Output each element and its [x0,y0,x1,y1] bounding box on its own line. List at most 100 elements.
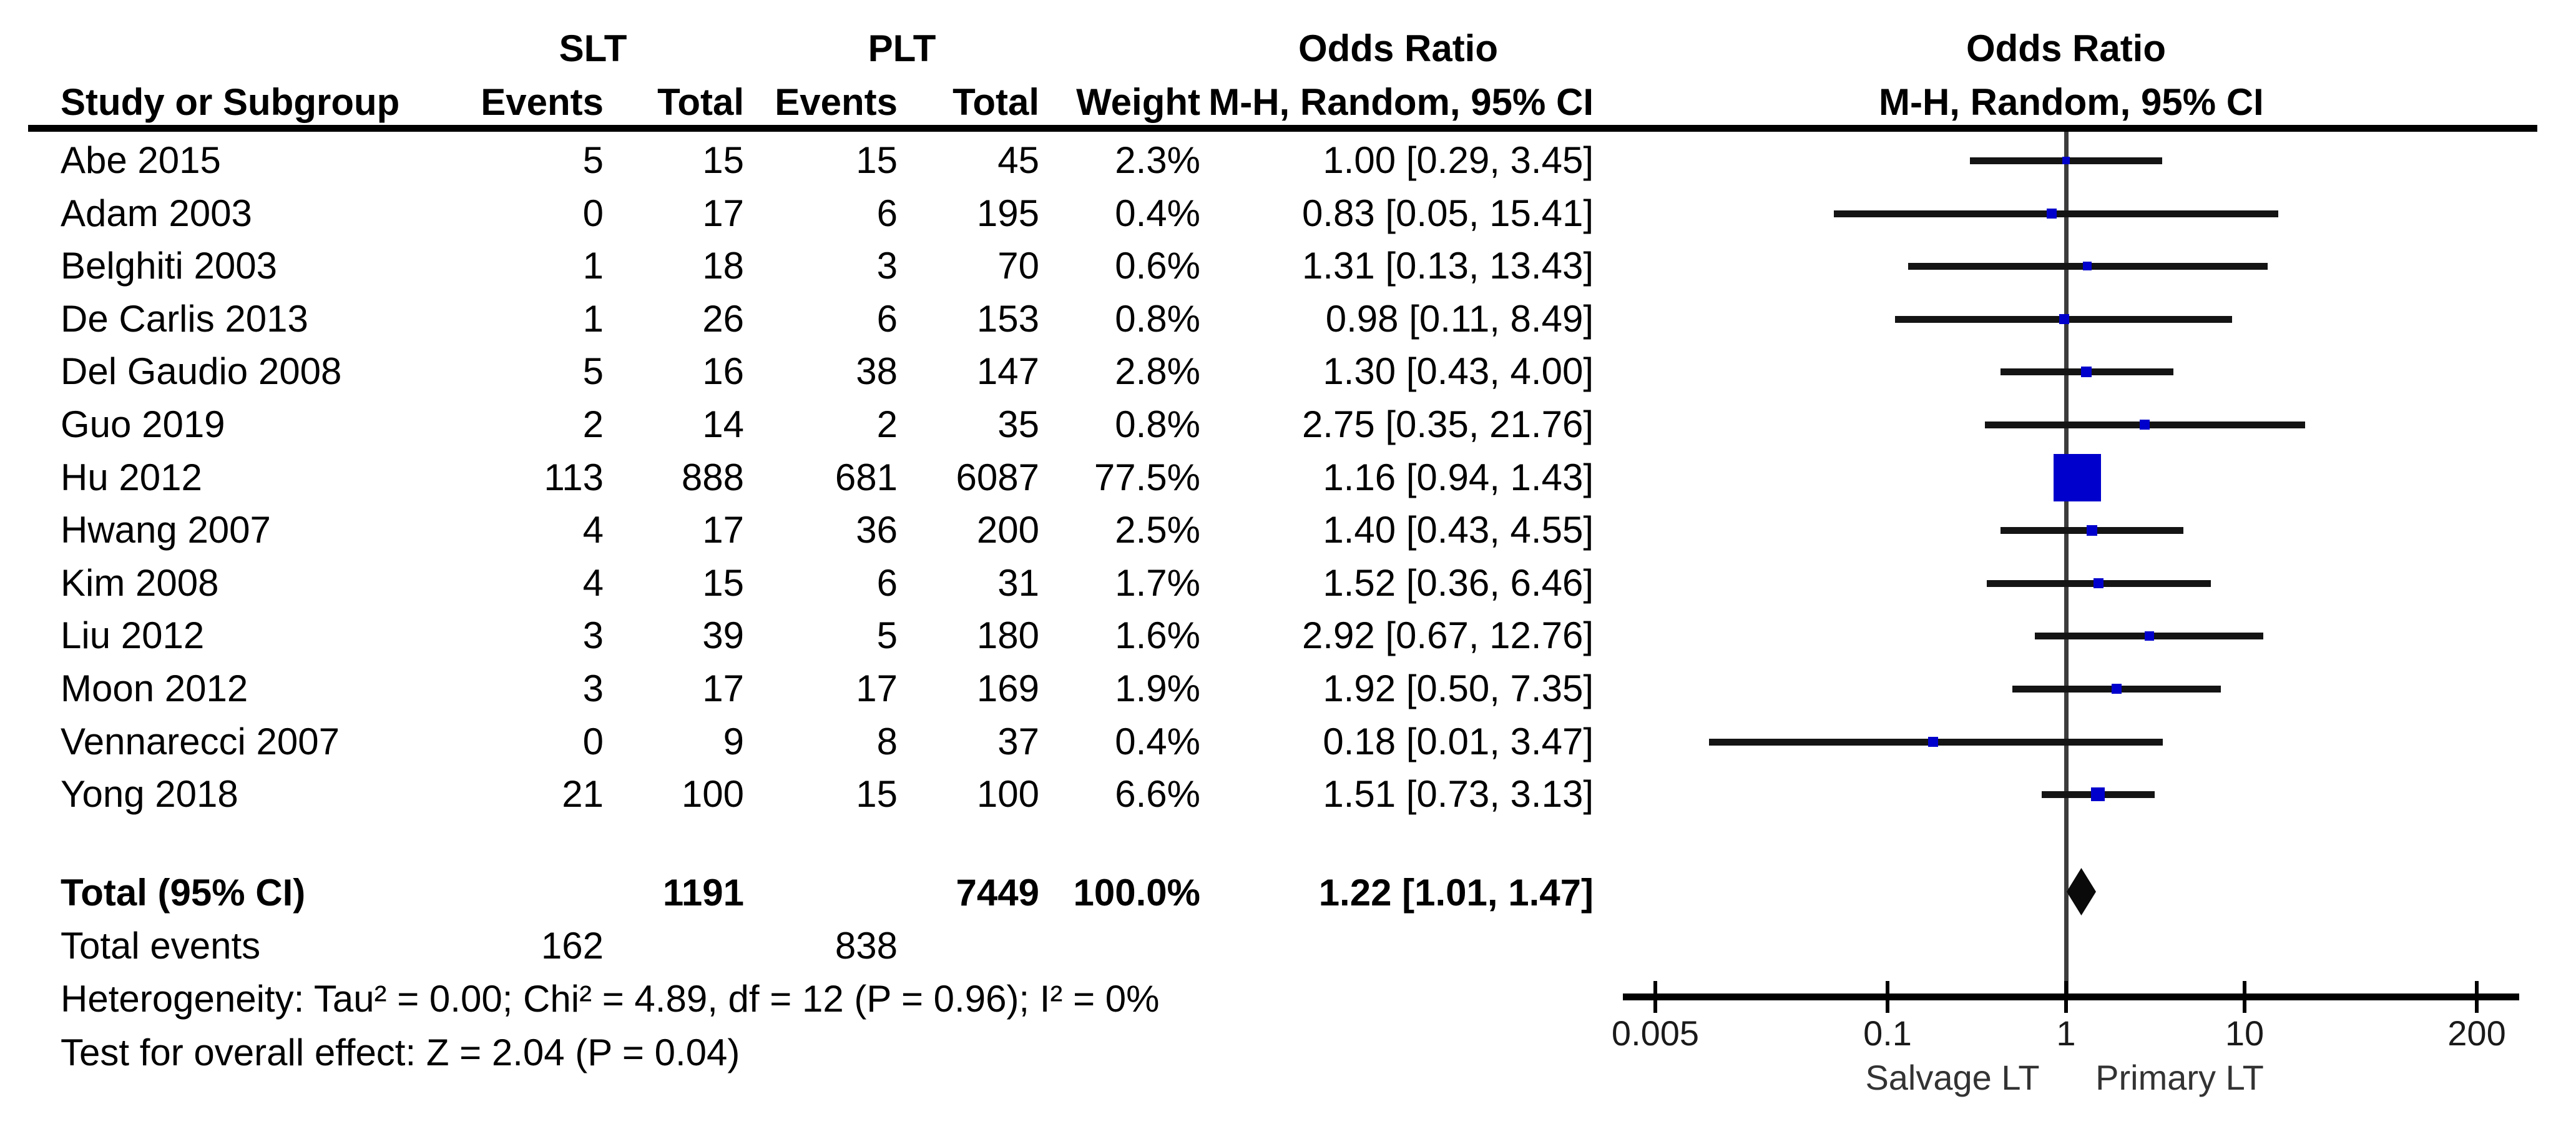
plt-total-value: 200 [976,509,1039,551]
total-row-label: Total (95% CI) [61,872,306,914]
plt-events-value: 38 [856,350,898,392]
plt-events-value: 6 [876,192,898,234]
plt-events-value: 17 [856,668,898,709]
study-name: Hu 2012 [61,456,202,498]
x-axis-tick [2064,981,2068,1013]
weight-value: 2.3% [1115,139,1200,181]
study-name: De Carlis 2013 [61,298,308,340]
effect-marker [1928,737,1938,747]
slt-events-value: 113 [544,456,604,498]
weight-value: 0.6% [1115,245,1200,287]
slt-total-value: 100 [681,773,744,815]
weight-value: 0.4% [1115,721,1200,762]
slt-events-value: 4 [582,562,604,604]
or-column-title: Odds Ratio [1298,27,1498,69]
or-ci-value: 0.18 [0.01, 3.47] [1323,721,1594,762]
total-events-plt: 838 [835,925,898,967]
plt-events-value: 6 [876,562,898,604]
total-plt-total: 7449 [956,872,1039,914]
plt-total-value: 31 [997,562,1039,604]
x-axis-tick-label: 1 [2056,1013,2076,1053]
plt-events-value: 6 [876,298,898,340]
total-events-label: Total events [61,925,261,967]
study-name: Kim 2008 [61,562,219,604]
slt-total-value: 888 [681,456,744,498]
study-name: Guo 2019 [61,403,225,445]
total-diamond [2067,868,2096,915]
study-name: Adam 2003 [61,192,252,234]
effect-marker [2145,631,2154,641]
effect-marker [2062,157,2070,164]
slt-total-value: 15 [702,562,744,604]
plt-events-value: 2 [876,403,898,445]
weight-value: 0.8% [1115,403,1200,445]
plt-total-value: 100 [976,773,1039,815]
study-name: Del Gaudio 2008 [61,350,342,392]
x-axis-tick [2475,981,2479,1013]
plt-events-header: Events [775,81,898,123]
plt-total-value: 169 [976,668,1039,709]
slt-total-value: 9 [723,721,744,762]
plt-events-value: 681 [835,456,898,498]
study-name: Belghiti 2003 [61,245,277,287]
plt-total-value: 70 [997,245,1039,287]
weight-value: 77.5% [1094,456,1200,498]
slt-total-value: 16 [702,350,744,392]
plt-total-header: Total [953,81,1039,123]
plt-events-value: 3 [876,245,898,287]
study-column-header: Study or Subgroup [61,81,400,123]
weight-header: Weight [1076,81,1200,123]
slt-total-value: 26 [702,298,744,340]
total-weight: 100.0% [1073,872,1201,914]
slt-total-value: 18 [702,245,744,287]
effect-marker [2112,684,2122,694]
slt-events-value: 5 [582,350,604,392]
study-name: Vennarecci 2007 [61,721,340,762]
plot-method-header: M-H, Random, 95% CI [1879,81,2264,123]
slt-events-value: 0 [582,721,604,762]
total-or-label: 1.22 [1.01, 1.47] [1318,872,1594,914]
plt-total-value: 6087 [956,456,1039,498]
plt-total-value: 195 [976,192,1039,234]
slt-events-value: 0 [582,192,604,234]
study-name: Yong 2018 [61,773,238,815]
effect-marker [2094,578,2103,588]
slt-events-header: Events [481,81,604,123]
x-axis-tick-label: 200 [2447,1013,2506,1053]
slt-total-header: Total [657,81,744,123]
effect-marker [2054,454,2101,501]
weight-value: 0.4% [1115,192,1200,234]
effect-marker [2059,314,2069,324]
slt-events-value: 5 [582,139,604,181]
null-effect-line [2064,132,2069,997]
weight-value: 1.7% [1115,562,1200,604]
slt-total-value: 17 [702,192,744,234]
or-ci-value: 0.83 [0.05, 15.41] [1301,192,1594,234]
or-ci-value: 1.00 [0.29, 3.45] [1323,139,1594,181]
x-axis-tick-label: 0.005 [1611,1013,1700,1053]
weight-value: 6.6% [1115,773,1200,815]
plt-total-value: 37 [997,721,1039,762]
plt-events-value: 36 [856,509,898,551]
effect-marker [2140,420,2150,430]
or-ci-value: 0.98 [0.11, 8.49] [1325,298,1594,340]
or-ci-value: 1.92 [0.50, 7.35] [1323,668,1594,709]
plt-total-value: 147 [976,350,1039,392]
or-method-header: M-H, Random, 95% CI [1208,81,1594,123]
slt-events-value: 4 [582,509,604,551]
x-axis-left-label: Salvage LT [1865,1058,2040,1097]
overall-effect-text: Test for overall effect: Z = 2.04 (P = 0… [61,1032,740,1073]
x-axis-line [1623,993,2519,1000]
total-events-slt: 162 [541,925,604,967]
x-axis-tick [2243,981,2246,1013]
effect-marker [2047,209,2057,219]
heterogeneity-text: Heterogeneity: Tau² = 0.00; Chi² = 4.89,… [61,978,1160,1020]
plt-events-value: 8 [876,721,898,762]
slt-events-value: 2 [582,403,604,445]
weight-value: 0.8% [1115,298,1200,340]
plt-total-value: 35 [997,403,1039,445]
or-ci-value: 2.92 [0.67, 12.76] [1301,614,1594,656]
slt-events-value: 1 [582,298,604,340]
or-ci-value: 1.31 [0.13, 13.43] [1301,245,1594,287]
